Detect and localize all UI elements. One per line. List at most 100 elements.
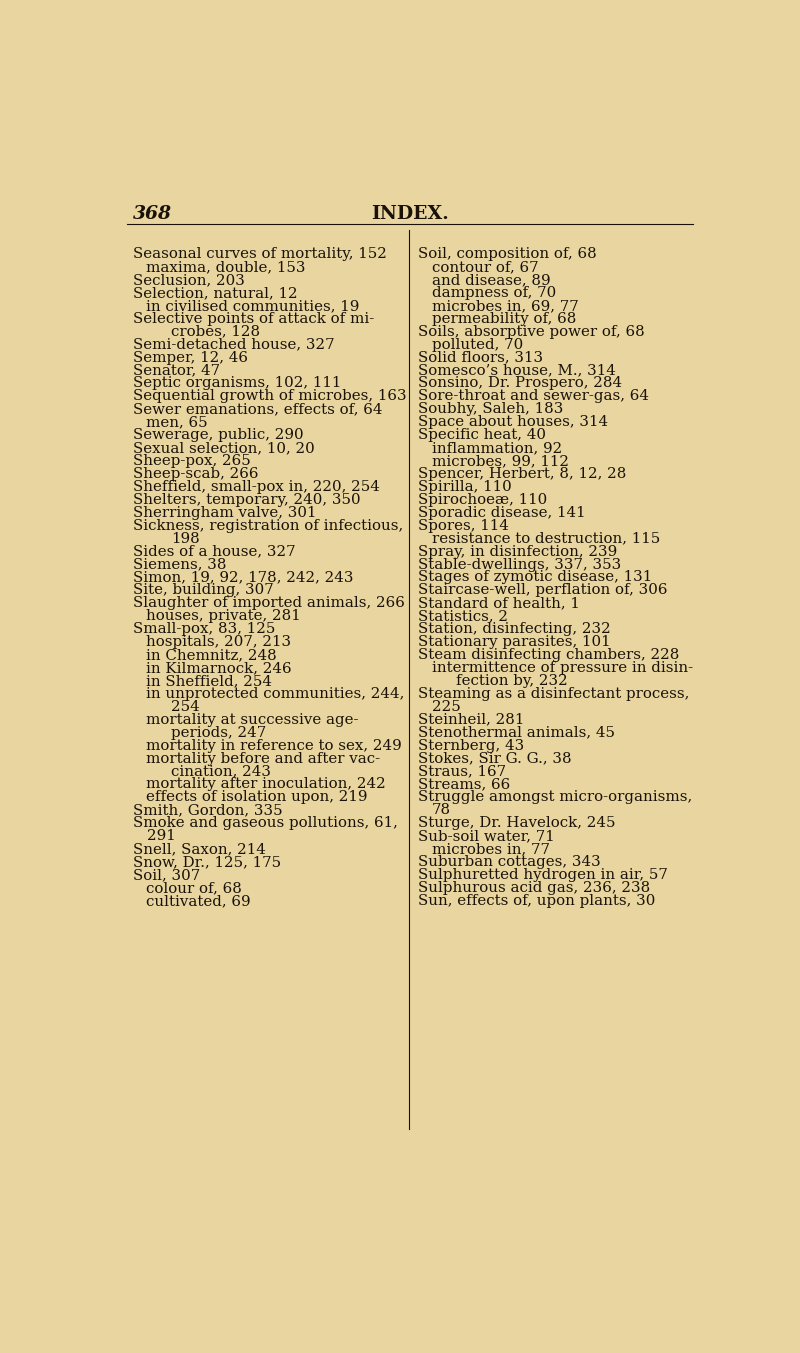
- Text: mortality at successive age-: mortality at successive age-: [146, 713, 359, 727]
- Text: Stokes, Sir G. G., 38: Stokes, Sir G. G., 38: [418, 751, 571, 766]
- Text: Sides of a house, 327: Sides of a house, 327: [133, 545, 295, 559]
- Text: Shelters, temporary, 240, 350: Shelters, temporary, 240, 350: [133, 492, 360, 507]
- Text: Sub-soil water, 71: Sub-soil water, 71: [418, 829, 554, 843]
- Text: mortality after inoculation, 242: mortality after inoculation, 242: [146, 778, 386, 792]
- Text: Site, building, 307: Site, building, 307: [133, 583, 274, 598]
- Text: Sulphurous acid gas, 236, 238: Sulphurous acid gas, 236, 238: [418, 881, 650, 894]
- Text: Spray, in disinfection, 239: Spray, in disinfection, 239: [418, 545, 617, 559]
- Text: mortality in reference to sex, 249: mortality in reference to sex, 249: [146, 739, 402, 752]
- Text: hospitals, 207, 213: hospitals, 207, 213: [146, 635, 292, 649]
- Text: Soil, composition of, 68: Soil, composition of, 68: [418, 248, 597, 261]
- Text: Semper, 12, 46: Semper, 12, 46: [133, 350, 247, 364]
- Text: mortality before and after vac-: mortality before and after vac-: [146, 751, 381, 766]
- Text: INDEX.: INDEX.: [371, 206, 449, 223]
- Text: Station, disinfecting, 232: Station, disinfecting, 232: [418, 622, 610, 636]
- Text: Sore-throat and sewer-gas, 64: Sore-throat and sewer-gas, 64: [418, 390, 649, 403]
- Text: Struggle amongst micro-organisms,: Struggle amongst micro-organisms,: [418, 790, 692, 805]
- Text: men, 65: men, 65: [146, 415, 208, 429]
- Text: Streams, 66: Streams, 66: [418, 778, 510, 792]
- Text: Small-pox, 83, 125: Small-pox, 83, 125: [133, 622, 275, 636]
- Text: Senator, 47: Senator, 47: [133, 364, 220, 377]
- Text: 368: 368: [133, 206, 171, 223]
- Text: inflammation, 92: inflammation, 92: [432, 441, 562, 455]
- Text: Smoke and gaseous pollutions, 61,: Smoke and gaseous pollutions, 61,: [133, 816, 398, 831]
- Text: Staircase-well, perflation of, 306: Staircase-well, perflation of, 306: [418, 583, 667, 598]
- Text: Septic organisms, 102, 111: Septic organisms, 102, 111: [133, 376, 341, 391]
- Text: 291: 291: [146, 829, 175, 843]
- Text: Spirochoeæ, 110: Spirochoeæ, 110: [418, 492, 547, 507]
- Text: Selection, natural, 12: Selection, natural, 12: [133, 285, 297, 300]
- Text: Smith, Gordon, 335: Smith, Gordon, 335: [133, 804, 282, 817]
- Text: Stable-dwellings, 337, 353: Stable-dwellings, 337, 353: [418, 557, 621, 571]
- Text: Sheffield, small-pox in, 220, 254: Sheffield, small-pox in, 220, 254: [133, 480, 379, 494]
- Text: Sewerage, public, 290: Sewerage, public, 290: [133, 428, 303, 442]
- Text: Selective points of attack of mi-: Selective points of attack of mi-: [133, 311, 374, 326]
- Text: Semi-detached house, 327: Semi-detached house, 327: [133, 338, 334, 352]
- Text: Suburban cottages, 343: Suburban cottages, 343: [418, 855, 601, 869]
- Text: fection by, 232: fection by, 232: [457, 674, 568, 687]
- Text: Sherringham valve, 301: Sherringham valve, 301: [133, 506, 316, 520]
- Text: Spirilla, 110: Spirilla, 110: [418, 480, 511, 494]
- Text: intermittence of pressure in disin-: intermittence of pressure in disin-: [432, 662, 693, 675]
- Text: Steaming as a disinfectant process,: Steaming as a disinfectant process,: [418, 687, 689, 701]
- Text: Sporadic disease, 141: Sporadic disease, 141: [418, 506, 586, 520]
- Text: in Kilmarnock, 246: in Kilmarnock, 246: [146, 662, 292, 675]
- Text: crobes, 128: crobes, 128: [171, 325, 261, 338]
- Text: Stationary parasites, 101: Stationary parasites, 101: [418, 635, 610, 649]
- Text: Sequential growth of microbes, 163: Sequential growth of microbes, 163: [133, 390, 406, 403]
- Text: Solid floors, 313: Solid floors, 313: [418, 350, 543, 364]
- Text: Snow, Dr., 125, 175: Snow, Dr., 125, 175: [133, 855, 281, 869]
- Text: Soils, absorptive power of, 68: Soils, absorptive power of, 68: [418, 325, 645, 338]
- Text: cination, 243: cination, 243: [171, 764, 271, 778]
- Text: Stenothermal animals, 45: Stenothermal animals, 45: [418, 725, 614, 740]
- Text: Statistics, 2: Statistics, 2: [418, 609, 508, 624]
- Text: dampness of, 70: dampness of, 70: [432, 285, 556, 300]
- Text: microbes in, 69, 77: microbes in, 69, 77: [432, 299, 578, 313]
- Text: Steam disinfecting chambers, 228: Steam disinfecting chambers, 228: [418, 648, 679, 662]
- Text: microbes, 99, 112: microbes, 99, 112: [432, 455, 569, 468]
- Text: Sexual selection, 10, 20: Sexual selection, 10, 20: [133, 441, 314, 455]
- Text: Soubhy, Saleh, 183: Soubhy, Saleh, 183: [418, 402, 563, 417]
- Text: Sulphuretted hydrogen in air, 57: Sulphuretted hydrogen in air, 57: [418, 869, 668, 882]
- Text: Space about houses, 314: Space about houses, 314: [418, 415, 608, 429]
- Text: Sewer emanations, effects of, 64: Sewer emanations, effects of, 64: [133, 402, 382, 417]
- Text: Sickness, registration of infectious,: Sickness, registration of infectious,: [133, 518, 403, 533]
- Text: Slaughter of imported animals, 266: Slaughter of imported animals, 266: [133, 597, 405, 610]
- Text: 198: 198: [171, 532, 200, 545]
- Text: Specific heat, 40: Specific heat, 40: [418, 428, 546, 442]
- Text: Siemens, 38: Siemens, 38: [133, 557, 226, 571]
- Text: maxima, double, 153: maxima, double, 153: [146, 260, 306, 275]
- Text: Seclusion, 203: Seclusion, 203: [133, 273, 245, 287]
- Text: in unprotected communities, 244,: in unprotected communities, 244,: [146, 687, 405, 701]
- Text: Sonsino, Dr. Prospero, 284: Sonsino, Dr. Prospero, 284: [418, 376, 622, 391]
- Text: polluted, 70: polluted, 70: [432, 338, 523, 352]
- Text: Sternberg, 43: Sternberg, 43: [418, 739, 524, 752]
- Text: Sturge, Dr. Havelock, 245: Sturge, Dr. Havelock, 245: [418, 816, 615, 831]
- Text: Sun, effects of, upon plants, 30: Sun, effects of, upon plants, 30: [418, 894, 655, 908]
- Text: Snell, Saxon, 214: Snell, Saxon, 214: [133, 842, 266, 856]
- Text: 225: 225: [432, 700, 461, 714]
- Text: resistance to destruction, 115: resistance to destruction, 115: [432, 532, 660, 545]
- Text: colour of, 68: colour of, 68: [146, 881, 242, 894]
- Text: and disease, 89: and disease, 89: [432, 273, 550, 287]
- Text: Spencer, Herbert, 8, 12, 28: Spencer, Herbert, 8, 12, 28: [418, 467, 626, 480]
- Text: microbes in, 77: microbes in, 77: [432, 842, 550, 856]
- Text: Steinheil, 281: Steinheil, 281: [418, 713, 524, 727]
- Text: Soil, 307: Soil, 307: [133, 869, 200, 882]
- Text: in Chemnitz, 248: in Chemnitz, 248: [146, 648, 278, 662]
- Text: contour of, 67: contour of, 67: [432, 260, 538, 275]
- Text: 78: 78: [432, 804, 451, 817]
- Text: in Sheffield, 254: in Sheffield, 254: [146, 674, 273, 687]
- Text: houses, private, 281: houses, private, 281: [146, 609, 302, 624]
- Text: in civilised communities, 19: in civilised communities, 19: [146, 299, 360, 313]
- Text: Standard of health, 1: Standard of health, 1: [418, 597, 580, 610]
- Text: periods, 247: periods, 247: [171, 725, 266, 740]
- Text: Sheep-pox, 265: Sheep-pox, 265: [133, 455, 250, 468]
- Text: 254: 254: [171, 700, 200, 714]
- Text: Stages of zymotic disease, 131: Stages of zymotic disease, 131: [418, 571, 652, 584]
- Text: effects of isolation upon, 219: effects of isolation upon, 219: [146, 790, 368, 805]
- Text: Somesco’s house, M., 314: Somesco’s house, M., 314: [418, 364, 616, 377]
- Text: Sheep-scab, 266: Sheep-scab, 266: [133, 467, 258, 480]
- Text: cultivated, 69: cultivated, 69: [146, 894, 251, 908]
- Text: Spores, 114: Spores, 114: [418, 518, 509, 533]
